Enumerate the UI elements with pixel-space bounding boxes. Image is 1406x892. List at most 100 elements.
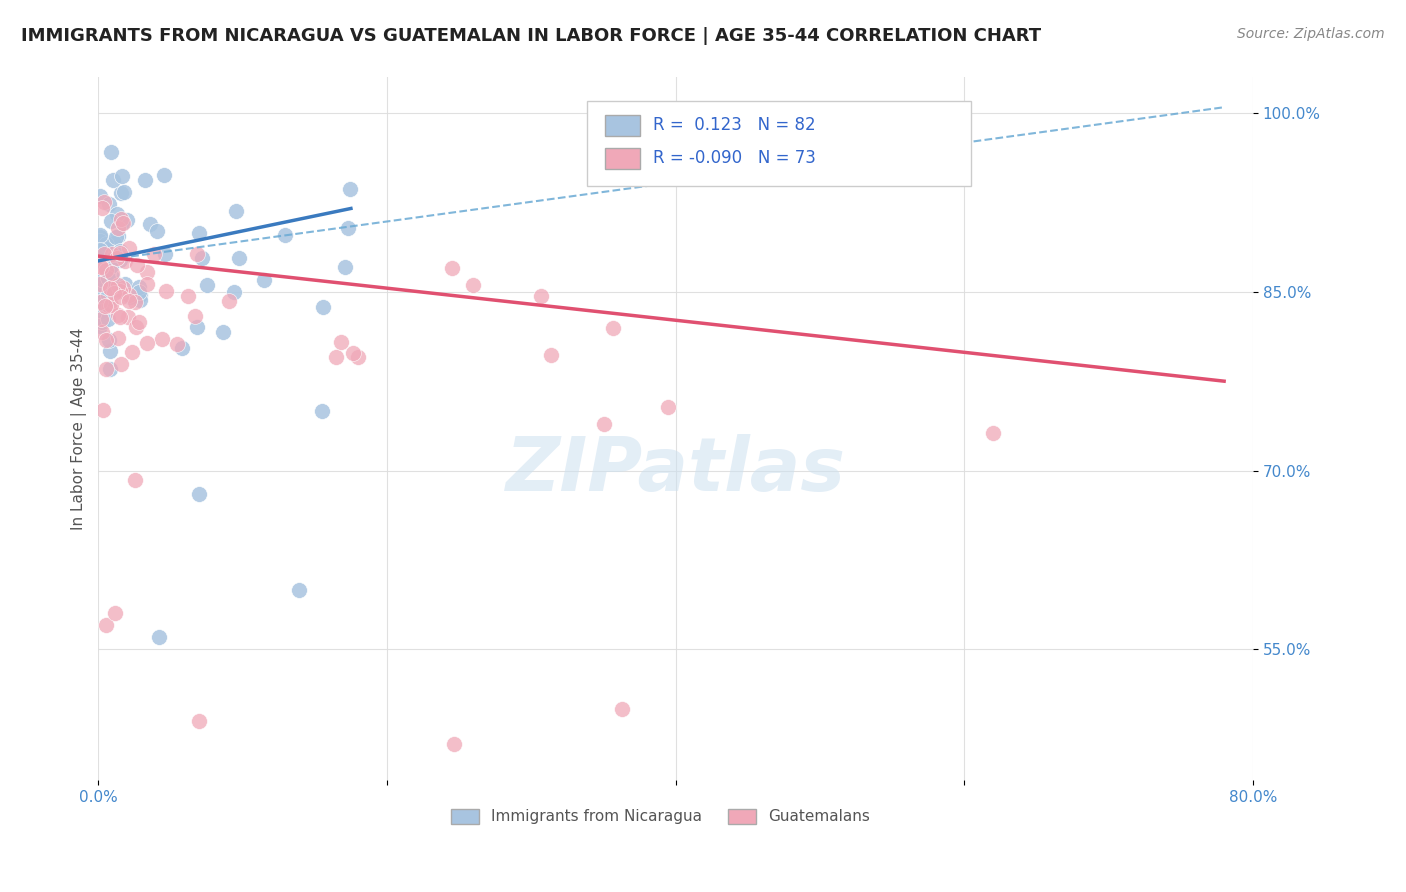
Text: Source: ZipAtlas.com: Source: ZipAtlas.com [1237, 27, 1385, 41]
Point [191, 251, 214, 265]
Text: Immigrants from Nicaragua: Immigrants from Nicaragua [491, 809, 702, 824]
Point [128, 315, 150, 329]
Point [90, 272, 112, 286]
Point [325, 350, 347, 364]
Point [155, 285, 177, 299]
Point [228, 251, 250, 265]
Point [94, 299, 117, 313]
Point [89, 234, 111, 248]
Point [105, 207, 128, 221]
Point [90, 202, 112, 216]
Point [592, 417, 614, 432]
Point [184, 309, 207, 323]
Point [89, 277, 111, 291]
Point [115, 213, 138, 227]
Point [188, 714, 211, 728]
Point [100, 259, 122, 273]
Point [146, 224, 169, 238]
Point [312, 301, 335, 315]
Point [107, 331, 129, 345]
Point [112, 186, 135, 200]
Point [128, 285, 150, 299]
Point [96, 242, 118, 256]
Point [98, 343, 121, 358]
Point [90, 325, 112, 339]
Point [212, 325, 235, 339]
Point [98, 246, 121, 260]
Point [153, 168, 176, 182]
Point [186, 320, 208, 334]
Point [97, 300, 120, 314]
Point [311, 404, 333, 418]
Point [339, 182, 361, 196]
Point [96, 245, 118, 260]
Point [441, 260, 464, 275]
Point [94, 262, 117, 277]
Y-axis label: In Labor Force | Age 35-44: In Labor Force | Age 35-44 [72, 327, 87, 530]
Point [111, 281, 134, 295]
Point [107, 277, 129, 292]
Point [110, 211, 132, 226]
Point [142, 247, 165, 261]
Bar [605, 148, 640, 169]
Point [97, 197, 120, 211]
Point [139, 217, 162, 231]
Point [100, 214, 122, 228]
Text: R = -0.090   N = 73: R = -0.090 N = 73 [652, 149, 815, 168]
Point [136, 277, 159, 291]
Point [89, 244, 111, 258]
Point [224, 285, 246, 300]
Text: ZIPatlas: ZIPatlas [506, 434, 845, 508]
Point [529, 289, 551, 303]
Bar [605, 115, 640, 136]
Point [93, 293, 115, 307]
Point [118, 241, 141, 255]
Point [107, 220, 129, 235]
Point [89, 295, 111, 310]
Point [329, 335, 352, 350]
Point [124, 294, 146, 309]
Point [540, 348, 562, 362]
Point [100, 266, 122, 280]
Point [128, 279, 150, 293]
Point [657, 400, 679, 414]
Point [602, 321, 624, 335]
Point [94, 252, 117, 266]
Point [97, 288, 120, 302]
Point [170, 341, 193, 355]
Point [187, 226, 209, 240]
Point [100, 145, 122, 159]
Point [108, 310, 131, 324]
Point [274, 227, 297, 242]
Point [107, 308, 129, 322]
Point [150, 332, 173, 346]
Point [218, 293, 240, 308]
Point [128, 293, 150, 307]
Point [104, 230, 127, 244]
Point [93, 278, 115, 293]
Point [97, 266, 120, 280]
Point [101, 269, 124, 284]
Point [89, 259, 111, 273]
Point [98, 361, 121, 376]
Point [91, 269, 114, 284]
Point [103, 235, 125, 250]
Point [114, 277, 136, 291]
Point [96, 618, 118, 632]
Point [186, 247, 208, 261]
Point [110, 284, 132, 298]
Point [90, 312, 112, 326]
Point [117, 288, 139, 302]
Point [118, 293, 141, 308]
Point [108, 244, 131, 258]
Point [93, 278, 115, 293]
Point [100, 248, 122, 262]
Point [148, 630, 170, 644]
Point [347, 350, 370, 364]
Point [100, 298, 122, 312]
Point [135, 336, 157, 351]
Point [112, 215, 135, 229]
Point [110, 186, 132, 200]
Point [111, 216, 134, 230]
Point [100, 277, 122, 292]
